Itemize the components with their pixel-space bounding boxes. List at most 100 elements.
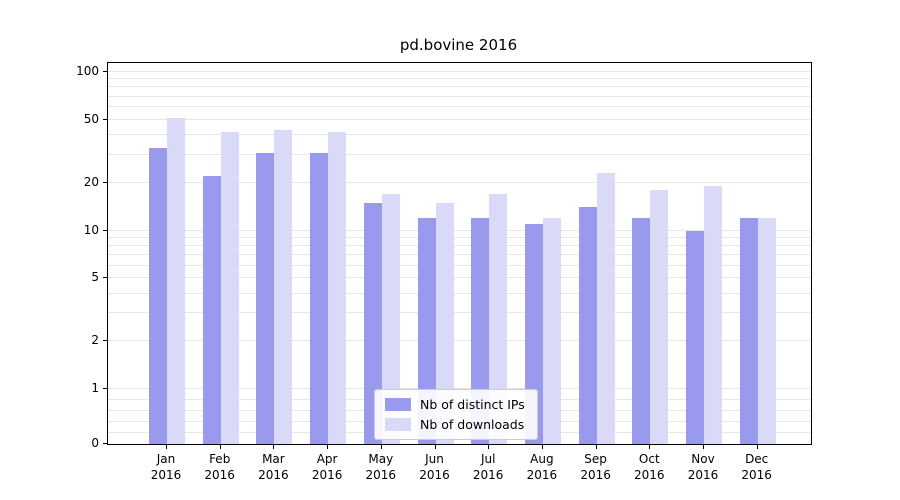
gridline [108,340,811,342]
x-tick-mark [703,445,704,449]
gridline [108,229,811,231]
x-tick-month: Aug [530,452,554,466]
bar-distinct-ips [202,176,221,444]
y-tick-mark [103,71,107,72]
y-tick-label: 10 [83,222,99,237]
bar-distinct-ips [578,207,597,444]
y-tick-mark [103,277,107,279]
x-tick-mark [380,445,382,449]
x-tick-mark [273,445,275,449]
x-tick-label: Nov 2016 [676,451,730,483]
gridline [108,86,811,88]
bar-distinct-ips [686,230,704,444]
y-tick-mark [103,181,107,183]
x-tick-year: 2016 [204,468,235,482]
gridline [108,236,811,238]
gridline [108,71,811,72]
bar-distinct-ips [256,152,275,444]
bar-distinct-ips [310,152,329,444]
x-tick-year: 2016 [741,468,772,482]
x-tick-month: Oct [638,452,660,466]
x-tick-label: May 2016 [354,451,408,483]
x-tick-month: Nov [691,452,715,466]
bar-distinct-ips [149,148,167,444]
x-tick-month: Dec [745,452,769,466]
x-tick-month: Apr [316,452,338,466]
x-tick-mark [756,445,758,449]
bar-downloads [328,131,347,444]
bar-downloads [542,217,561,444]
bar-downloads [596,173,615,444]
x-tick-label: Oct 2016 [622,451,676,483]
y-tick-label: 100 [76,64,99,78]
legend-label: Nb of distinct IPs [420,397,525,412]
x-tick-label: Apr 2016 [300,451,354,483]
legend-label: Nb of downloads [420,417,525,432]
legend-swatch [385,398,411,411]
y-tick-label: 0 [91,436,99,450]
x-tick-year: 2016 [419,468,450,482]
bar-downloads [435,202,454,444]
bar-downloads [704,186,722,444]
x-tick-label: Sep 2016 [569,451,623,483]
y-tick-mark [103,340,107,342]
legend: Nb of distinct IPs Nb of downloads [374,389,538,440]
bar-downloads [489,194,508,444]
bar-distinct-ips [471,217,490,444]
x-tick-year: 2016 [258,468,289,482]
x-tick-mark [434,445,436,449]
bar-distinct-ips [417,217,436,444]
bar-distinct-ips [363,202,382,444]
y-tick-label: 2 [91,333,99,348]
bar-distinct-ips [739,217,758,444]
gridline [108,292,811,294]
bar-downloads [381,194,400,444]
legend-item: Nb of downloads [385,417,525,432]
x-tick-year: 2016 [687,468,719,482]
gridline [108,78,811,80]
y-tick-mark [103,229,107,231]
y-tick-label: 20 [83,174,99,189]
x-tick-mark [327,445,329,449]
bar-downloads [650,190,669,444]
chart-title: pd.bovine 2016 [399,36,518,54]
x-tick-month: Jul [480,452,496,466]
plot-area: Nb of distinct IPs Nb of downloads [107,62,812,445]
x-tick-month: Mar [262,452,285,466]
y-tick-label: 50 [83,111,99,126]
bar-downloads [220,131,239,444]
x-tick-month: Sep [584,452,607,466]
x-tick-year: 2016 [472,468,504,482]
bar-distinct-ips [632,217,651,444]
gridline [108,153,811,155]
gridline [108,277,811,279]
x-tick-month: May [368,452,394,466]
x-tick-label: Jan 2016 [139,451,193,483]
bar-downloads [274,130,293,444]
gridline [108,244,811,246]
y-tick-mark [103,118,107,120]
x-tick-label: Feb 2016 [193,451,247,483]
gridline [108,95,811,97]
gridline [108,388,811,389]
x-tick-label: Jul 2016 [461,451,515,483]
gridline [108,118,811,120]
x-tick-mark [649,445,651,449]
x-tick-year: 2016 [634,468,665,482]
x-tick-label: Jun 2016 [408,451,462,483]
gridline [108,134,811,136]
x-tick-year: 2016 [580,468,611,482]
bar-downloads [757,217,776,444]
x-tick-year: 2016 [365,468,397,482]
gridline [108,264,811,266]
x-tick-month: Jun [425,452,444,466]
y-tick-mark [103,388,107,389]
x-tick-year: 2016 [526,468,558,482]
gridline [108,312,811,314]
y-tick-label: 5 [91,270,99,285]
bar-downloads [167,118,185,444]
x-tick-mark [541,445,543,449]
gridline [108,254,811,256]
x-tick-label: Aug 2016 [515,451,569,483]
